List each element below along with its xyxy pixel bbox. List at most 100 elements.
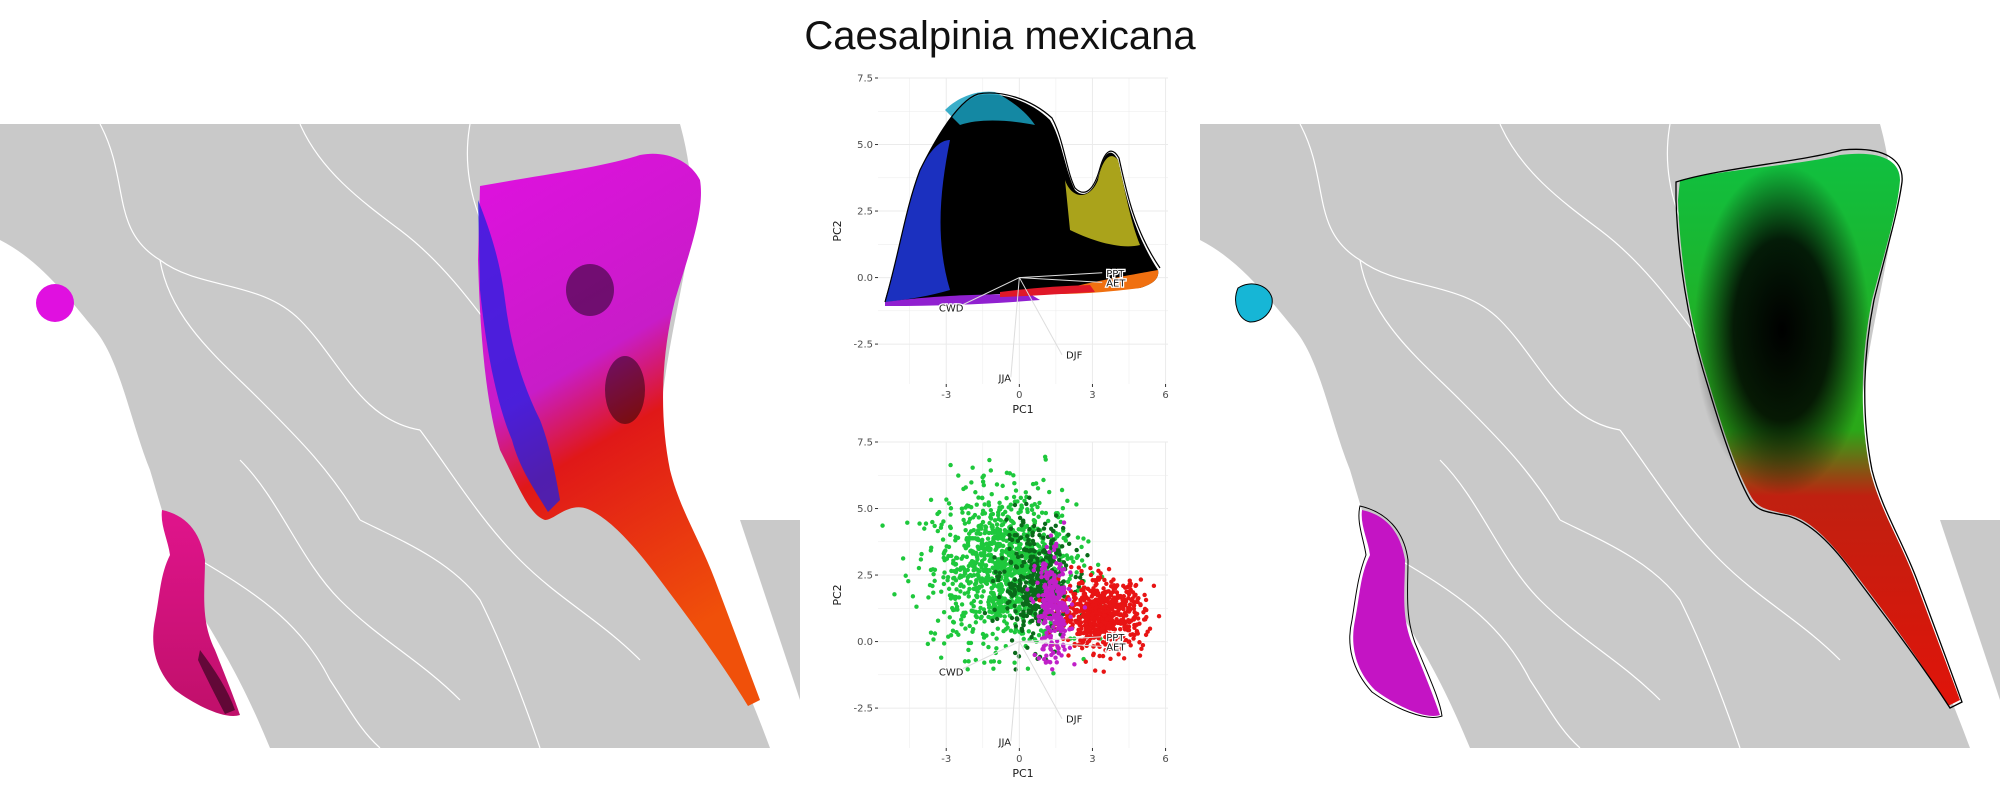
- pca-point: [1061, 618, 1066, 623]
- pca-point: [970, 465, 975, 470]
- pca-point: [1004, 574, 1009, 579]
- pca-point: [1012, 577, 1018, 582]
- pca-point: [1030, 587, 1035, 592]
- pca-point: [1029, 507, 1035, 513]
- pca-point: [980, 479, 986, 484]
- pca-point: [961, 610, 966, 616]
- pca-point: [951, 620, 957, 625]
- pca-point: [1008, 628, 1014, 633]
- vector-CWD: [956, 277, 1020, 308]
- pca-point: [1132, 610, 1137, 615]
- pca-point: [1057, 573, 1062, 578]
- pca-point: [1111, 637, 1116, 643]
- pca-point: [990, 578, 996, 584]
- pca-point: [987, 457, 992, 463]
- pca-point: [1115, 644, 1120, 649]
- pca-point: [1031, 567, 1037, 573]
- pca-point: [1020, 567, 1025, 572]
- pca-point: [1033, 481, 1039, 486]
- pca-point: [971, 568, 976, 573]
- pca-point: [1002, 569, 1007, 574]
- pca-point: [1032, 652, 1037, 658]
- pca-point: [954, 587, 959, 592]
- pca-point: [1035, 486, 1041, 491]
- right-map-range-south: [1353, 510, 1440, 716]
- pca-point: [1039, 570, 1044, 576]
- pca-point: [1021, 559, 1026, 565]
- pca-point: [1126, 595, 1131, 601]
- pca-point: [1103, 634, 1108, 640]
- pca-point: [1000, 561, 1006, 567]
- pca-point: [973, 620, 979, 625]
- vector-PPT: [1019, 272, 1103, 279]
- pca-point: [1057, 552, 1062, 557]
- vector-label-PPT: PPT: [1106, 633, 1125, 644]
- pca-top-density: [885, 94, 1159, 302]
- vector-label-DJF: DJF: [1066, 715, 1083, 726]
- pca-point: [1039, 510, 1045, 515]
- pca-point: [1174, 607, 1178, 611]
- pca-point: [1000, 511, 1006, 517]
- x-tick-label: -3: [941, 754, 951, 765]
- pca-point: [1026, 608, 1031, 613]
- pca-point: [1018, 495, 1024, 500]
- pca-point: [1043, 510, 1049, 516]
- pca-point: [1091, 590, 1096, 596]
- x-axis-label: PC1: [1012, 403, 1033, 416]
- pca-point: [991, 594, 997, 600]
- pca-point: [966, 647, 971, 653]
- pca-point: [932, 631, 938, 636]
- pca-point: [1138, 577, 1144, 582]
- pca-point: [965, 590, 971, 595]
- pca-point: [1091, 599, 1096, 604]
- pca-point: [1015, 597, 1021, 602]
- pca-point: [966, 659, 971, 664]
- pca-point: [1008, 565, 1014, 571]
- pca-point: [1036, 632, 1042, 638]
- y-axis-label: PC2: [831, 584, 844, 605]
- pca-point: [923, 521, 929, 526]
- pca-point: [1055, 626, 1061, 631]
- pca-point: [1071, 559, 1076, 565]
- pca-point: [1048, 569, 1053, 575]
- pca-point: [1061, 632, 1066, 637]
- pca-point: [966, 531, 972, 536]
- pca-point: [1036, 527, 1041, 533]
- pca-point: [1134, 629, 1140, 634]
- pca-point: [992, 583, 997, 589]
- pca-point: [1008, 604, 1014, 610]
- pca-point: [961, 517, 966, 523]
- pca-point: [948, 512, 953, 517]
- pca-point: [950, 605, 955, 611]
- pca-point: [1021, 636, 1026, 642]
- pca-point: [1051, 671, 1056, 676]
- pca-point: [965, 667, 970, 672]
- pca-point: [1017, 578, 1022, 583]
- pca-point: [992, 555, 997, 560]
- pca-point: [1008, 526, 1014, 531]
- pca-point: [1117, 620, 1123, 625]
- pca-point: [1116, 652, 1121, 657]
- x-tick-label: 0: [1016, 390, 1022, 401]
- pca-point: [1000, 522, 1006, 527]
- pca-point: [1044, 596, 1049, 602]
- pca-point: [1000, 483, 1005, 489]
- pca-point: [880, 523, 885, 528]
- pca-point: [1048, 635, 1053, 641]
- pca-point: [993, 569, 998, 575]
- pca-point: [1012, 587, 1017, 592]
- pca-top-blue: [885, 140, 950, 302]
- pca-point: [983, 528, 988, 533]
- pca-point: [942, 557, 947, 563]
- pca-point: [1012, 532, 1017, 538]
- pca-point: [1027, 548, 1032, 554]
- pca-point: [1059, 487, 1065, 493]
- pca-point: [1043, 620, 1048, 625]
- pca-point: [990, 524, 995, 530]
- pca-point: [1076, 609, 1082, 614]
- y-tick-label: 5.0: [857, 140, 873, 151]
- pca-point: [1016, 584, 1021, 590]
- pca-point: [997, 507, 1002, 512]
- pca-point: [995, 532, 1001, 537]
